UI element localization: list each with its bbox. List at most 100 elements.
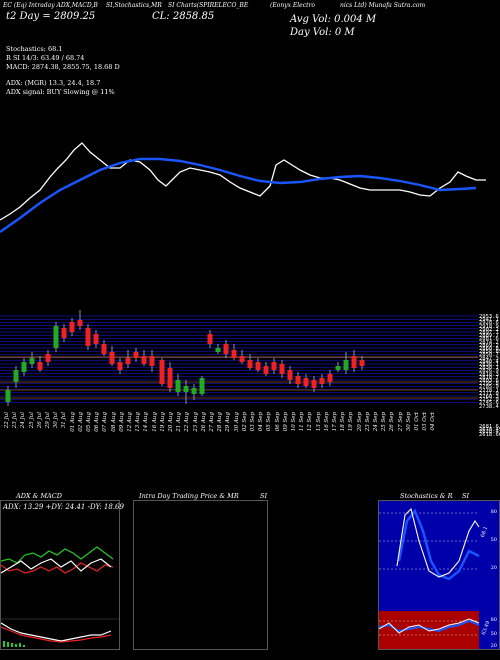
candle-body — [77, 320, 83, 326]
candle-body — [175, 380, 181, 392]
adx-red-line — [1, 562, 114, 574]
price-axis-label: 2795.8 — [479, 381, 499, 388]
stochastics-panel: 80 50 20 80 50 20 68.1 63.49 — [378, 500, 500, 650]
macd-white-line — [1, 622, 112, 642]
stat-rsi: R SI 14/3: 63.49 / 68.74 — [6, 54, 85, 62]
candle-body — [29, 358, 35, 364]
price-axis-label: 2681.6 — [479, 424, 499, 430]
header-title-2: SI,Stochastics,MR — [106, 2, 162, 9]
adx-white-line — [1, 558, 112, 574]
price-axis-label: 2810.7 — [479, 374, 499, 381]
date-label: 24 Sep — [373, 412, 379, 432]
date-label: 02 Aug — [77, 412, 84, 432]
header-ok-line: t2 Day = 2809.25 — [6, 11, 96, 22]
price-axis-label: 2918.9 — [479, 323, 499, 330]
candle-body — [13, 370, 19, 382]
date-axis: 22 Jul 23 Jul 24 Jul 25 Jul 26 Jul 29 Jul 30 J… — [0, 412, 480, 474]
date-label: 09 Aug — [118, 412, 125, 432]
candle-body — [125, 358, 131, 364]
price-axis-label: 2869.2 — [479, 342, 499, 349]
adx-green-line — [1, 546, 114, 564]
candle-body — [343, 360, 349, 370]
price-axis-label: 2941.1 — [479, 317, 499, 324]
date-label: 31 Jul — [61, 412, 68, 429]
price-axis-label: 2618.66 — [479, 431, 500, 438]
candle-body — [295, 376, 301, 384]
candle-body — [351, 356, 357, 368]
stat-macd: MACD: 2874.38, 2855.75, 18.68 D — [6, 63, 120, 71]
price-axis-label: 2902.2 — [479, 326, 499, 333]
candle-body — [69, 322, 75, 332]
candle-body — [287, 370, 293, 380]
price-axis-label: 2785.9 — [479, 384, 499, 391]
header-avg-vol: Avg Vol: 0.004 M — [290, 14, 377, 25]
date-label: 25 Jul — [28, 412, 35, 429]
price-line — [0, 142, 486, 221]
date-label: 29 Jul — [45, 412, 51, 429]
candle-body — [61, 328, 67, 338]
candle-body — [311, 380, 317, 388]
candle-body — [335, 366, 341, 370]
candle-body — [279, 364, 285, 374]
date-label: 07 Aug — [102, 412, 109, 432]
date-label: 19 Aug — [159, 412, 166, 432]
date-label: 16 Aug — [151, 412, 158, 432]
price-axis-label: 2771.0 — [479, 390, 499, 397]
rsi-white-line — [379, 618, 480, 634]
date-label: 27 Aug — [209, 412, 215, 432]
date-label: 04 Sep — [258, 412, 265, 432]
date-label: 23 Aug — [192, 412, 199, 432]
candle-body — [263, 366, 269, 374]
price-chart — [0, 142, 486, 406]
date-label: 05 Aug — [86, 412, 92, 432]
date-label: 11 Sep — [299, 412, 306, 432]
price-axis-label: 2881.6 — [479, 336, 499, 343]
date-label: 22 Aug — [184, 412, 191, 432]
date-label: 30 Sep — [405, 412, 412, 432]
stoch-white-line — [396, 507, 480, 578]
stoch-panel-title: Stochastics & R — [400, 492, 453, 500]
date-label: 16 Sep — [323, 412, 330, 432]
stoch-axis-80: 80 — [490, 509, 497, 515]
macd-red-line — [1, 626, 112, 643]
price-axis-label: 2826.9 — [479, 368, 499, 375]
price-axis-label: 2840.4 — [479, 358, 499, 365]
intraday-panel-title: Intra Day Trading Price & MR — [139, 492, 239, 500]
date-label: 12 Aug — [127, 412, 133, 432]
macd-histogram — [3, 641, 25, 647]
date-label: 01 Oct — [414, 412, 420, 431]
stat-adx-signal: ADX signal: BUY Slowing @ 11% — [6, 88, 115, 96]
price-axis-label: 2860.8 — [479, 346, 499, 352]
date-label: 22 Jul — [4, 412, 10, 429]
price-axis-label: 2928.6 — [479, 320, 499, 327]
rsi-axis-80: 80 — [490, 617, 497, 623]
adx-macd-panel: ADX: 13.29 +DY: 24.41 -DY: 18.69 — [0, 500, 124, 650]
date-label: 25 Sep — [381, 412, 388, 432]
date-label: 26 Sep — [389, 412, 396, 432]
price-axis-label: 2678.45 — [479, 426, 500, 433]
date-label: 13 Sep — [315, 412, 322, 432]
stat-adx: ADX: (MGR) 13.3, 24.4, 18.7 — [6, 79, 101, 87]
date-label: 23 Jul — [12, 412, 19, 429]
date-label: 13 Aug — [135, 412, 142, 432]
candle-body — [167, 368, 173, 388]
date-label: 21 Aug — [176, 412, 183, 432]
header-title-4: (Eonyx Electro — [270, 2, 315, 9]
price-axis-label: 2889.7 — [479, 333, 499, 340]
candle-body — [231, 350, 237, 358]
date-label: 30 Jul — [53, 412, 60, 429]
date-label: 26 Jul — [36, 412, 43, 429]
candle-body — [303, 378, 309, 386]
price-axis-label: 2897.7 — [479, 330, 499, 336]
date-label: 08 Aug — [110, 412, 117, 432]
price-axis-label: 2858.85 — [479, 349, 500, 356]
stoch-blue-line — [397, 508, 480, 581]
stoch-panel-si: SI — [462, 492, 470, 500]
intraday-panel — [133, 500, 268, 650]
price-axis-label: 2745.6 — [479, 400, 499, 407]
date-label: 28 Aug — [217, 412, 224, 432]
candle-body — [327, 374, 333, 382]
adx-values: ADX: 13.29 +DY: 24.41 -DY: 18.69 — [3, 503, 124, 511]
date-label: 26 Aug — [200, 412, 207, 432]
date-label: 03 Oct — [422, 412, 429, 431]
